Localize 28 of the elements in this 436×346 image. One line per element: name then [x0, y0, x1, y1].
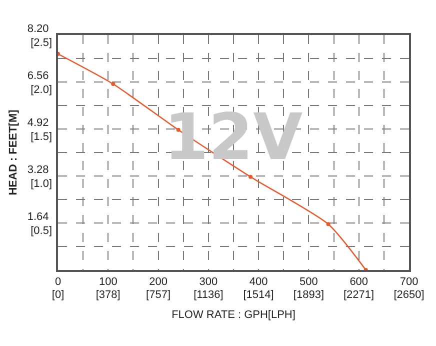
- x-tick-label: 300: [199, 276, 218, 288]
- x-tick-label: 700: [400, 276, 418, 288]
- x2-tick-label: [378]: [96, 289, 120, 301]
- x2-tick-label: [1514]: [243, 289, 274, 301]
- x2-tick-label: [757]: [146, 289, 171, 301]
- x-tick-label: 100: [98, 276, 118, 288]
- x2-tick-label: [2650]: [394, 289, 424, 301]
- x2-tick-label: [1136]: [194, 289, 224, 301]
- y-axis-title: HEAD : FEET[M]: [8, 109, 20, 196]
- y-tick-label: 4.92: [27, 116, 49, 129]
- y2-tick-label: [1.5]: [30, 130, 52, 143]
- x-tick-label: 600: [350, 276, 368, 288]
- y2-tick-label: [2.5]: [30, 36, 52, 49]
- y-tick-label: 8.20: [27, 22, 49, 35]
- x-axis-title: FLOW RATE : GPH[LPH]: [172, 309, 296, 322]
- x-tick-label: 500: [300, 276, 318, 288]
- x2-tick-label: [1893]: [293, 289, 324, 301]
- x-tick-label: 200: [149, 276, 168, 288]
- y-tick-label: 3.28: [27, 164, 49, 176]
- x-tick-label: 0: [54, 276, 62, 288]
- y-tick-label: 1.64: [27, 210, 49, 223]
- x2-tick-label: [0]: [52, 289, 64, 301]
- y2-tick-label: [1.0]: [30, 178, 52, 190]
- x-tick-label: 400: [249, 276, 268, 288]
- y-tick-label: 6.56: [27, 70, 49, 82]
- y2-tick-label: [2.0]: [30, 84, 52, 96]
- y2-tick-label: [0.5]: [30, 224, 52, 237]
- x2-tick-label: [2271]: [344, 289, 374, 301]
